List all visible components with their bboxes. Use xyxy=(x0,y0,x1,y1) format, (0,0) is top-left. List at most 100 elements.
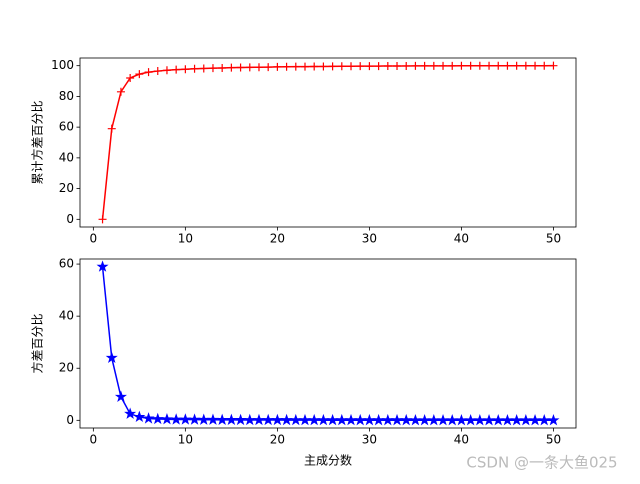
data-marker xyxy=(126,73,135,82)
y-tick-label: 80 xyxy=(59,89,74,103)
data-marker xyxy=(391,413,404,426)
data-marker xyxy=(540,61,549,70)
data-marker xyxy=(473,413,486,426)
data-marker xyxy=(310,62,319,71)
data-marker xyxy=(280,413,293,426)
data-marker xyxy=(529,413,542,426)
data-marker xyxy=(116,87,125,96)
data-marker xyxy=(402,61,411,70)
data-marker xyxy=(521,61,530,70)
data-marker xyxy=(308,413,321,426)
data-marker xyxy=(437,413,450,426)
data-marker xyxy=(291,62,300,71)
x-tick-label: 40 xyxy=(454,232,469,246)
x-tick-label: 40 xyxy=(454,433,469,447)
data-marker xyxy=(466,61,475,70)
data-marker xyxy=(335,413,348,426)
x-axis-label: 主成分数 xyxy=(304,453,352,468)
data-marker xyxy=(374,62,383,71)
data-marker xyxy=(326,413,339,426)
x-tick-label: 50 xyxy=(546,232,561,246)
data-marker xyxy=(107,124,116,133)
data-marker xyxy=(105,351,118,363)
y-axis-label: 方差百分比 xyxy=(30,313,45,373)
data-marker xyxy=(446,413,459,426)
data-marker xyxy=(328,62,337,71)
y-tick-label: 40 xyxy=(59,309,74,323)
x-tick-label: 30 xyxy=(362,232,377,246)
data-marker xyxy=(282,62,291,71)
x-tick-label: 20 xyxy=(270,232,285,246)
data-marker xyxy=(337,62,346,71)
data-marker xyxy=(262,413,275,426)
data-marker xyxy=(409,413,422,426)
data-marker xyxy=(457,61,466,70)
data-marker xyxy=(512,61,521,70)
data-marker xyxy=(354,413,367,426)
y-tick-label: 20 xyxy=(59,181,74,195)
data-marker xyxy=(439,61,448,70)
data-marker xyxy=(549,61,558,70)
data-marker xyxy=(317,413,330,426)
data-marker xyxy=(206,413,219,425)
data-marker xyxy=(162,66,171,75)
data-marker xyxy=(271,413,284,426)
data-marker xyxy=(273,62,282,71)
watermark: CSDN @一条大鱼025 xyxy=(466,454,617,472)
y-tick-label: 60 xyxy=(59,257,74,271)
data-marker xyxy=(199,64,208,73)
data-marker xyxy=(483,413,496,426)
data-marker xyxy=(519,413,532,426)
x-tick-label: 30 xyxy=(362,433,377,447)
data-marker xyxy=(383,62,392,71)
x-tick-label: 10 xyxy=(178,232,193,246)
data-marker xyxy=(464,413,477,426)
data-marker xyxy=(144,68,153,77)
data-marker xyxy=(225,413,238,426)
axes-frame xyxy=(79,57,577,228)
data-marker xyxy=(252,413,265,426)
data-marker xyxy=(372,413,385,426)
x-tick-label: 10 xyxy=(178,433,193,447)
data-marker xyxy=(98,215,107,224)
data-marker xyxy=(365,62,374,71)
data-marker xyxy=(179,413,192,425)
data-marker xyxy=(400,413,413,426)
data-marker xyxy=(181,65,190,74)
data-marker xyxy=(531,61,540,70)
data-marker xyxy=(188,413,201,425)
x-tick-label: 20 xyxy=(270,433,285,447)
data-marker xyxy=(475,61,484,70)
data-marker xyxy=(494,61,503,70)
data-marker xyxy=(96,260,109,272)
data-marker xyxy=(208,64,217,73)
data-marker xyxy=(492,413,505,426)
y-tick-label: 0 xyxy=(66,212,74,226)
data-marker xyxy=(503,61,512,70)
y-tick-label: 40 xyxy=(59,150,74,164)
data-marker xyxy=(298,413,312,426)
x-tick-label: 0 xyxy=(90,433,98,447)
data-marker xyxy=(300,62,309,71)
data-marker xyxy=(393,61,402,70)
data-marker xyxy=(356,62,365,71)
data-marker xyxy=(501,413,514,426)
y-tick-label: 20 xyxy=(59,361,74,375)
data-marker xyxy=(427,413,440,426)
data-marker xyxy=(160,412,173,425)
data-marker xyxy=(245,63,254,72)
data-marker xyxy=(227,63,236,72)
data-marker xyxy=(418,413,431,426)
data-marker xyxy=(216,413,229,426)
data-marker xyxy=(114,390,127,402)
x-tick-label: 0 xyxy=(90,232,98,246)
data-marker xyxy=(243,413,256,426)
data-marker xyxy=(420,61,429,70)
data-marker xyxy=(190,64,199,73)
data-marker xyxy=(170,413,183,425)
data-marker xyxy=(455,413,468,426)
data-marker xyxy=(363,413,376,426)
data-marker xyxy=(547,413,560,426)
data-marker xyxy=(264,63,273,72)
